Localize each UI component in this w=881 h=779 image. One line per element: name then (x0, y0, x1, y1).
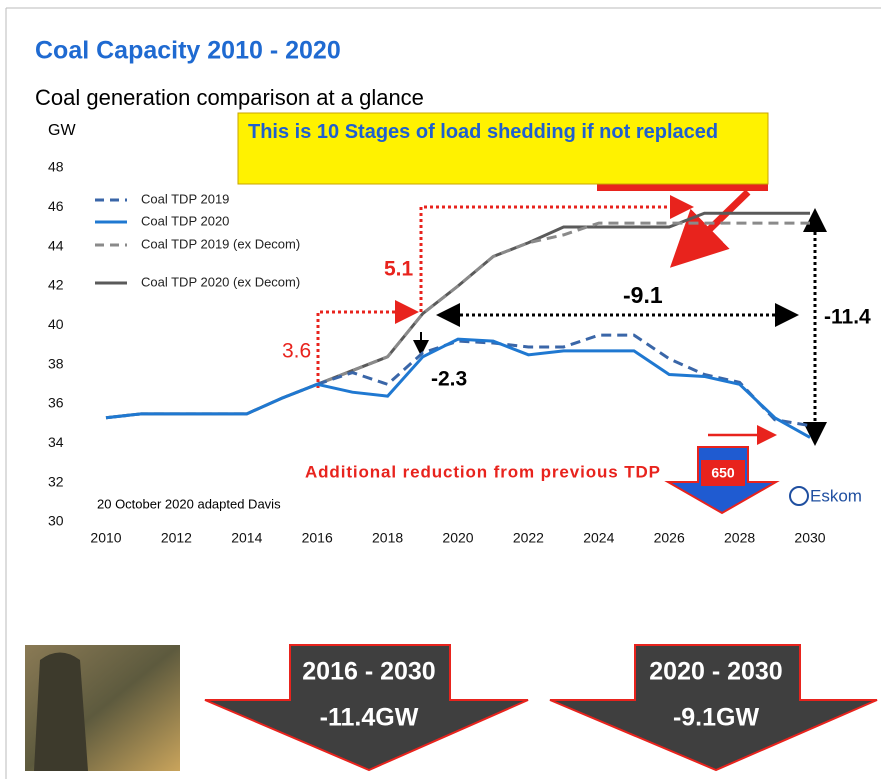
x-tick-label: 2030 (794, 530, 825, 546)
legend-label: Coal TDP 2020 (141, 213, 229, 228)
y-tick-label: 46 (48, 198, 64, 214)
callout-wrap: This is 10 Stages of load shedding if no… (248, 121, 719, 143)
annotation: -2.3 (431, 368, 467, 391)
x-tick-label: 2012 (161, 530, 192, 546)
callout-text: This is 10 Stages of load shedding if no… (248, 121, 719, 143)
y-axis-label: GW (48, 122, 76, 139)
series-line (316, 333, 811, 428)
annotation: 5.1 (384, 258, 414, 281)
y-tick-label: 34 (48, 434, 64, 450)
x-tick-label: 2028 (724, 530, 755, 546)
annotation: Additional reduction from previous TDP (305, 462, 660, 481)
subtitle: Coal generation comparison at a glance (35, 85, 424, 110)
y-tick-label: 38 (48, 355, 64, 371)
summary-period: 2020 - 2030 (649, 658, 782, 686)
y-tick-label: 32 (48, 473, 64, 489)
photo-tower (34, 652, 88, 771)
step-arrow (419, 195, 694, 312)
annotation: 3.6 (282, 340, 311, 363)
y-tick-label: 48 (48, 159, 64, 175)
summary-change: -9.1GW (673, 704, 760, 732)
x-tick-label: 2016 (302, 530, 333, 546)
source-note: 20 October 2020 adapted Davis (97, 496, 281, 511)
x-tick-label: 2022 (513, 530, 544, 546)
annotation: 650 (711, 465, 735, 481)
x-tick-label: 2024 (583, 530, 614, 546)
y-tick-label: 30 (48, 513, 64, 529)
x-tick-label: 2018 (372, 530, 403, 546)
y-tick-label: 36 (48, 395, 64, 411)
summary-arrow (204, 644, 529, 772)
x-tick-label: 2014 (231, 530, 262, 546)
series-line (105, 337, 811, 439)
logo: Eskom (810, 486, 862, 505)
y-tick-label: 40 (48, 316, 64, 332)
callout-box (237, 112, 769, 185)
title: Coal Capacity 2010 - 2020 (35, 37, 341, 65)
summary-change: -11.4GW (320, 704, 419, 732)
summary-period: 2016 - 2030 (302, 658, 435, 686)
x-tick-label: 2020 (442, 530, 473, 546)
y-tick-label: 42 (48, 277, 64, 293)
annotation: -9.1 (623, 282, 663, 308)
step-arrow (316, 300, 419, 388)
callout-arrow (669, 189, 751, 268)
legend-label: Coal TDP 2019 (ex Decom) (141, 236, 300, 251)
annotation: -11.4 (824, 306, 871, 329)
reduction-badge (701, 460, 745, 486)
x-tick-label: 2010 (90, 530, 121, 546)
legend-label: Coal TDP 2019 (141, 191, 229, 206)
x-tick-label: 2026 (654, 530, 685, 546)
y-tick-label: 44 (48, 237, 64, 253)
logo-mark (789, 486, 809, 506)
legend-label: Coal TDP 2020 (ex Decom) (141, 274, 300, 289)
summary-arrow (549, 644, 878, 772)
step-arrows (316, 195, 827, 446)
